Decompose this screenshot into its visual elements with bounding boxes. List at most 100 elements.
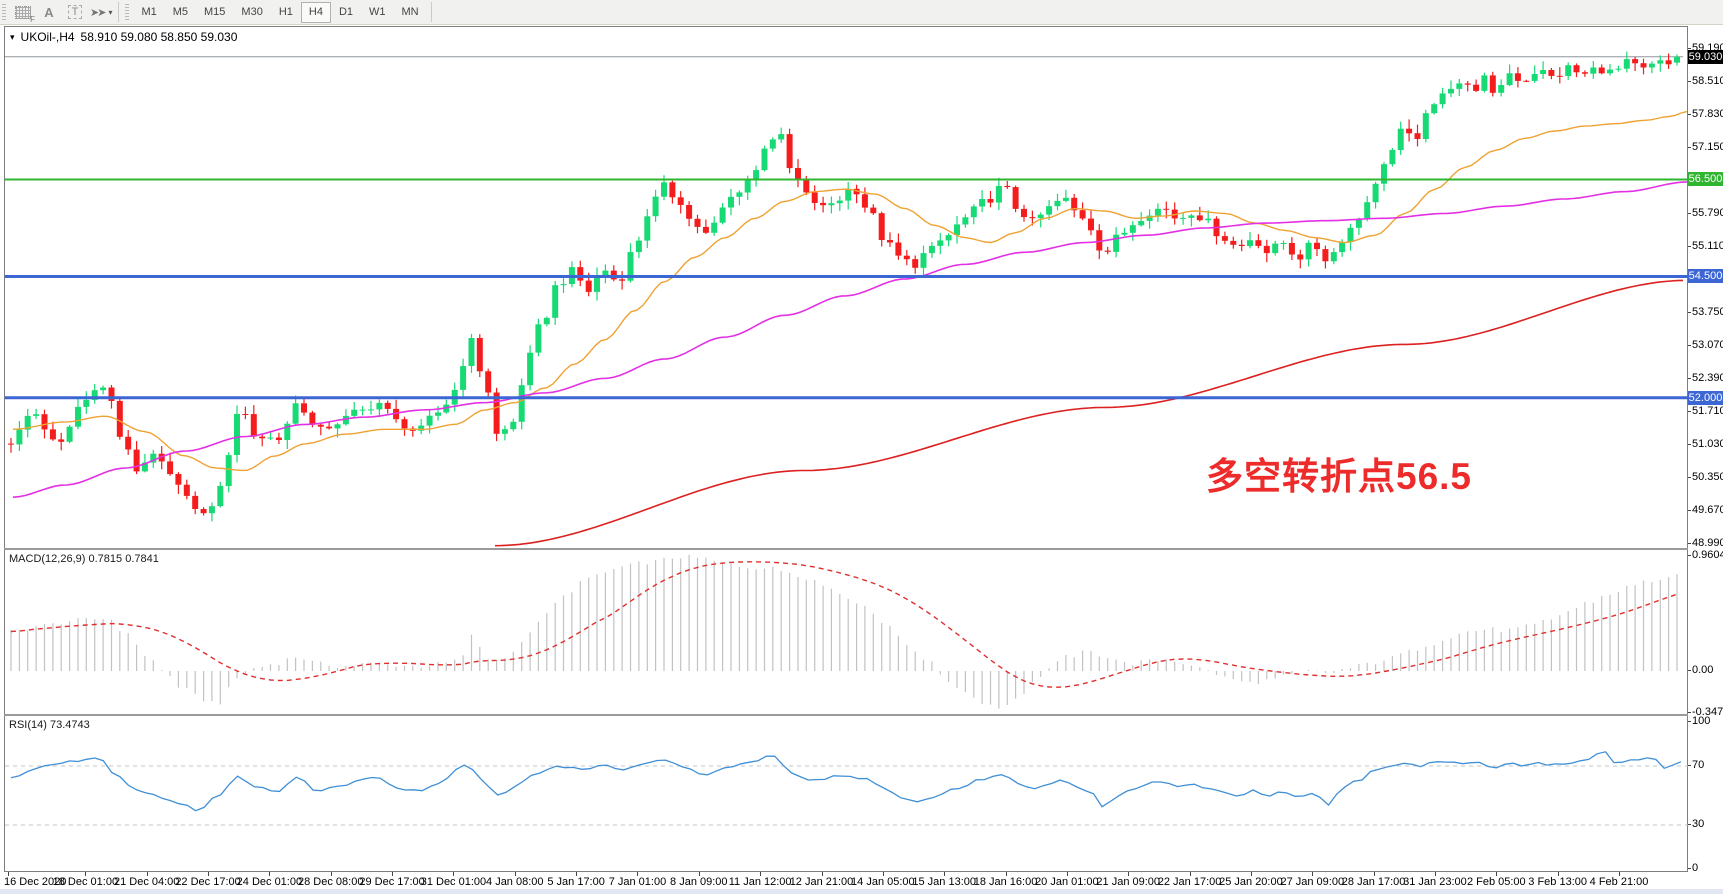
rsi-axis-70: 70: [1687, 759, 1705, 771]
chart-symbol-label: UKOil-,H4: [20, 30, 75, 44]
price-badge-56.500: 56.500: [1688, 172, 1723, 187]
date-label: 15 Jan 13:00: [912, 876, 976, 888]
date-tick: [146, 872, 148, 876]
date-tick: [1434, 872, 1436, 876]
toolbar-grip-2[interactable]: [125, 4, 130, 20]
price-tick-57.150: 57.150: [1688, 141, 1723, 153]
text-label-tool-button[interactable]: A: [38, 2, 60, 22]
date-tick: [1557, 872, 1559, 876]
window-bottom-strip: [0, 889, 1723, 894]
rsi-indicator-label: RSI(14) 73.4743: [9, 719, 90, 731]
date-tick: [1373, 872, 1375, 876]
date-tick: [882, 872, 884, 876]
date-tick: [1496, 872, 1498, 876]
date-label: 29 Dec 17:00: [359, 876, 425, 888]
macd-pane[interactable]: [5, 550, 1688, 714]
timeframe-button-h4[interactable]: H4: [300, 1, 331, 23]
price-tick-50.350: 50.350: [1688, 471, 1723, 483]
date-tick: [760, 872, 762, 876]
date-label: 5 Jan 17:00: [547, 876, 605, 888]
pane-separator-macd[interactable]: [4, 548, 1688, 550]
timeframe-button-m30[interactable]: M30: [241, 6, 263, 18]
timeframe-button-m15[interactable]: M15: [204, 6, 226, 18]
snap-grid-icon: [15, 5, 31, 19]
date-label: 24 Dec 01:00: [236, 876, 303, 888]
date-tick: [698, 872, 700, 876]
rsi-pane[interactable]: [5, 716, 1688, 872]
price-tick-55.110: 55.110: [1688, 239, 1723, 252]
date-label: 14 Jan 05:00: [851, 876, 915, 888]
price-tick-51.030: 51.030: [1688, 438, 1723, 450]
date-tick: [392, 872, 394, 876]
price-tick-53.070: 53.070: [1688, 339, 1723, 351]
macd-axis--0.3473: -0.3473: [1687, 706, 1723, 718]
price-tick-52.390: 52.390: [1688, 372, 1723, 384]
date-label: 21 Dec 04:00: [113, 876, 180, 888]
date-tick: [637, 872, 639, 876]
price-axis-gutter[interactable]: 59.190 58.510 57.830 57.150 55.790 55.110 53.7…: [1687, 26, 1723, 892]
date-label: 27 Jan 09:00: [1280, 876, 1345, 888]
date-label: 21 Jan 09:00: [1096, 876, 1161, 888]
price-tick-49.670: 49.670: [1688, 504, 1723, 516]
date-label: 11 Jan 12:00: [728, 876, 792, 888]
price-badge-54.500: 54.500: [1688, 269, 1723, 284]
timeframe-button-mn[interactable]: MN: [401, 6, 419, 18]
chart-border: [4, 26, 1688, 872]
date-label: 22 Jan 17:00: [1157, 876, 1222, 888]
toolbar-separator: [118, 2, 120, 22]
date-tick: [576, 872, 578, 876]
date-label: 2 Feb 05:00: [1466, 876, 1526, 888]
price-tick-58.510: 58.510: [1688, 75, 1723, 87]
date-tick: [8, 872, 9, 876]
rsi-axis-30: 30: [1687, 818, 1705, 830]
pane-separator-rsi[interactable]: [4, 714, 1688, 716]
arrow-shapes-icon: ➤➤: [90, 6, 107, 19]
date-tick: [944, 872, 946, 876]
date-label: 25 Jan 20:00: [1219, 876, 1283, 888]
timeframe-button-h1[interactable]: H1: [278, 6, 293, 18]
price-tick-48.990: 48.990: [1688, 537, 1723, 549]
date-label: 31 Dec 01:00: [420, 876, 487, 888]
price-tick-51.710: 51.710: [1688, 405, 1723, 417]
chart-dropdown-icon[interactable]: ▾: [10, 31, 15, 42]
date-label: 12 Jan 21:00: [789, 876, 854, 888]
date-tick: [85, 872, 87, 876]
arrow-shapes-tool-button[interactable]: ➤➤ ▾: [90, 2, 112, 22]
date-label: 20 Jan 01:00: [1035, 876, 1099, 888]
chevron-down-icon[interactable]: ▾: [108, 7, 113, 17]
toolbar-grip[interactable]: [2, 4, 6, 20]
timeframe-button-w1[interactable]: W1: [369, 6, 386, 18]
date-label: 4 Feb 21:00: [1589, 876, 1649, 888]
chart-annotation-text: 多空转折点56.5: [1206, 456, 1473, 497]
date-axis[interactable]: 16 Dec 2020 18 Dec 01:00 21 Dec 04:00 22 De…: [4, 872, 1688, 892]
timeframe-button-m1[interactable]: M1: [141, 6, 157, 18]
price-tick-53.750: 53.750: [1688, 306, 1723, 318]
date-tick: [1005, 872, 1007, 876]
macd-axis-0.00: 0.00: [1687, 664, 1714, 676]
date-label: 18 Jan 16:00: [973, 876, 1038, 888]
chart-window: ▾ UKOil-,H4 58.910 59.080 58.850 59.030 …: [0, 25, 1723, 894]
date-tick: [1189, 872, 1191, 876]
price-badge-59.030: 59.030: [1688, 49, 1723, 64]
date-tick: [1312, 872, 1314, 876]
snap-grid-tool-button[interactable]: F: [12, 2, 35, 24]
rsi-axis-0: 0: [1687, 862, 1699, 875]
timeframe-button-m5[interactable]: M5: [172, 6, 189, 18]
date-label: 8 Jan 09:00: [670, 876, 728, 888]
date-tick: [514, 872, 516, 876]
main-price-pane[interactable]: [5, 27, 1688, 548]
price-tick-57.830: 57.830: [1688, 108, 1723, 120]
macd-axis-0.9604: 0.9604: [1688, 549, 1723, 561]
date-tick: [453, 872, 455, 876]
timeframe-button-d1[interactable]: D1: [338, 6, 354, 18]
text-box-tool-button[interactable]: T: [64, 2, 86, 22]
date-label: 28 Dec 08:00: [298, 876, 364, 888]
chart-title: ▾ UKOil-,H4 58.910 59.080 58.850 59.030: [10, 30, 237, 44]
date-tick: [1619, 872, 1620, 876]
chart-ohlc-values: 58.910 59.080 58.850 59.030: [80, 30, 238, 44]
date-label: 3 Feb 13:00: [1528, 876, 1587, 888]
date-label: 7 Jan 01:00: [608, 876, 667, 888]
date-label: 28 Jan 17:00: [1341, 876, 1406, 888]
date-tick: [1250, 872, 1252, 876]
date-tick: [208, 872, 210, 876]
